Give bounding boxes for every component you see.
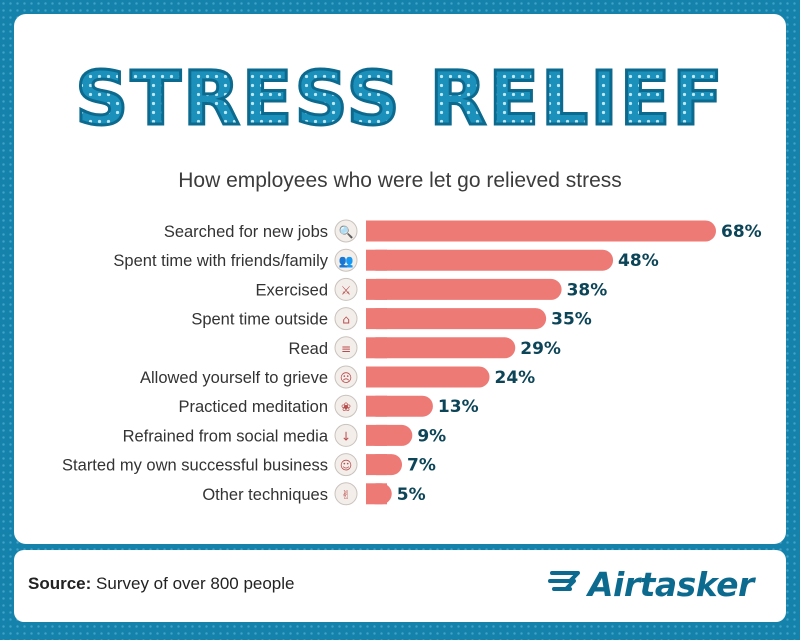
source-label: Source: xyxy=(28,574,92,593)
businessman-icon xyxy=(334,453,358,477)
people-icon xyxy=(334,248,358,272)
value-label: 38% xyxy=(567,280,608,300)
bar-left-edge xyxy=(366,249,387,271)
bar-left-edge xyxy=(366,308,387,330)
bar-left-edge xyxy=(366,424,387,446)
bar-left-edge xyxy=(366,278,387,300)
footer-panel xyxy=(14,550,786,622)
bar xyxy=(366,366,490,388)
crying-face-icon xyxy=(334,365,358,389)
bar-left-edge xyxy=(366,395,387,417)
category-label: Read xyxy=(289,340,328,358)
bar xyxy=(366,220,716,242)
value-label: 35% xyxy=(551,310,592,330)
category-label: Started my own successful business xyxy=(62,457,328,475)
thumbs-down-icon xyxy=(334,423,358,447)
briefcase-search-icon-glyph: 🔍 xyxy=(339,224,354,239)
people-icon-glyph: 👥 xyxy=(339,254,354,268)
bar-left-edge xyxy=(366,366,387,388)
airtasker-logo-icon xyxy=(548,571,580,591)
peace-hand-icon-glyph: ✌ xyxy=(341,488,351,502)
bar xyxy=(366,308,547,330)
dumbbell-icon xyxy=(334,277,358,301)
dumbbell-icon-glyph: ⚔ xyxy=(341,283,352,297)
value-label: 7% xyxy=(407,456,436,476)
backpack-icon xyxy=(334,307,358,331)
value-label: 13% xyxy=(438,397,479,417)
category-label: Allowed yourself to grieve xyxy=(140,369,328,387)
bar-left-edge xyxy=(366,483,387,505)
value-label: 48% xyxy=(618,251,659,271)
meditation-icon-glyph: ❀ xyxy=(341,400,351,414)
source-note: Source: Survey of over 800 people xyxy=(28,574,295,594)
value-label: 29% xyxy=(520,339,561,359)
brand-logo: Airtasker xyxy=(548,562,754,606)
backpack-icon-glyph: ⌂ xyxy=(342,313,350,327)
chart-subtitle: How employees who were let go relieved s… xyxy=(178,169,622,192)
category-label: Practiced meditation xyxy=(179,398,329,416)
bar-left-edge xyxy=(366,220,387,242)
title-area: STRESS RELIEF STRESS RELIEF How employee… xyxy=(14,14,786,544)
value-label: 9% xyxy=(417,426,446,446)
category-label: Spent time outside xyxy=(191,311,328,329)
bar xyxy=(366,278,562,300)
page-title: STRESS RELIEF xyxy=(74,55,725,144)
meditation-icon xyxy=(334,394,358,418)
peace-hand-icon xyxy=(334,482,358,506)
book-icon xyxy=(334,336,358,360)
category-label: Refrained from social media xyxy=(123,427,329,445)
value-label: 5% xyxy=(397,485,426,505)
brand-name: Airtasker xyxy=(588,564,754,604)
value-label: 68% xyxy=(721,222,762,242)
book-icon-glyph: ≡ xyxy=(341,342,351,356)
value-label: 24% xyxy=(495,368,536,388)
bar-left-edge xyxy=(366,337,387,359)
category-label: Exercised xyxy=(256,281,328,299)
category-label: Searched for new jobs xyxy=(164,223,328,241)
bar xyxy=(366,249,614,271)
source-text: Survey of over 800 people xyxy=(96,574,295,593)
businessman-icon-glyph: ☺ xyxy=(340,459,353,473)
category-label: Spent time with friends/family xyxy=(113,252,328,270)
category-label: Other techniques xyxy=(202,486,328,504)
thumbs-down-icon-glyph: ↓ xyxy=(341,429,351,443)
bar-left-edge xyxy=(366,454,387,476)
bar xyxy=(366,337,516,359)
briefcase-search-icon xyxy=(334,219,358,243)
crying-face-icon-glyph: ☹ xyxy=(340,371,353,385)
title-pattern: STRESS RELIEF xyxy=(14,54,786,144)
